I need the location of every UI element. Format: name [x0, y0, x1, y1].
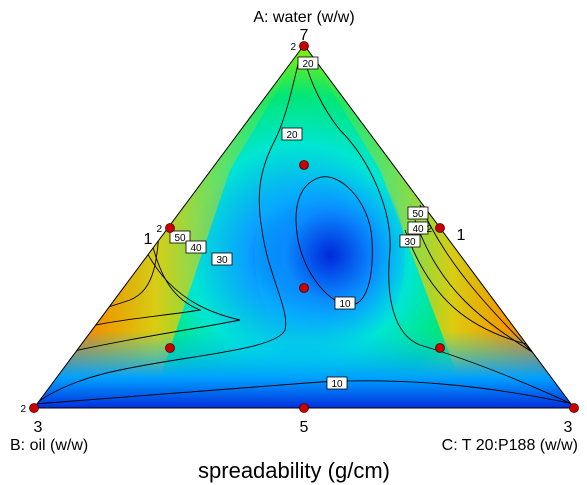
vertex-c-label: C: T 20:P188 (w/w) [442, 437, 578, 454]
contour-label: 30 [399, 234, 421, 248]
contour-labels: 20 20 50 40 30 50 40 30 10 10 [169, 56, 429, 390]
design-point [299, 283, 309, 293]
svg-text:10: 10 [331, 379, 343, 390]
design-point [299, 41, 309, 51]
contour-label: 50 [407, 206, 429, 220]
svg-text:30: 30 [216, 255, 228, 266]
design-point [165, 343, 175, 353]
contour-line-10-bottom [34, 380, 574, 405]
contour-line-30-right [404, 229, 531, 346]
vertex-a-value: 7 [300, 27, 309, 44]
svg-text:50: 50 [412, 209, 424, 220]
contour-line-40-right [414, 219, 546, 361]
contour-label: 40 [407, 221, 429, 235]
vertex-a-label: A: water (w/w) [253, 9, 354, 26]
design-point-count: 2 [426, 224, 432, 235]
contour-line-30-left [69, 209, 241, 353]
response-label: spreadability (g/cm) [198, 458, 390, 483]
svg-text:40: 40 [412, 224, 424, 235]
design-point [165, 223, 175, 233]
design-point [435, 223, 445, 233]
contour-label: 30 [211, 252, 233, 266]
replicate-count-right: 1 [457, 227, 466, 244]
svg-text:10: 10 [339, 299, 351, 310]
design-points: 2 2 2 2 [20, 41, 579, 415]
svg-text:30: 30 [404, 237, 416, 248]
design-point [569, 403, 579, 413]
design-point-count: 2 [20, 404, 26, 415]
vertex-b-value: 3 [34, 419, 43, 436]
vertex-c-value: 3 [564, 419, 573, 436]
contour-label: 50 [169, 230, 191, 244]
design-point [29, 403, 39, 413]
contour-line-20 [34, 63, 574, 406]
contour-label: 20 [297, 56, 319, 70]
design-point [299, 403, 309, 413]
svg-text:50: 50 [174, 233, 186, 244]
replicate-count-left: 1 [144, 231, 153, 248]
design-point [435, 343, 445, 353]
svg-text:40: 40 [190, 243, 202, 254]
contour-label: 40 [185, 240, 207, 254]
contour-label: 10 [326, 376, 348, 390]
contour-label: 20 [281, 127, 303, 141]
contour-label: 10 [334, 296, 356, 310]
vertex-b-label: B: oil (w/w) [10, 437, 88, 454]
design-point-count: 2 [290, 42, 296, 53]
bottom-mid-value: 5 [300, 419, 309, 436]
design-point [299, 160, 309, 170]
svg-text:20: 20 [286, 130, 298, 141]
svg-text:20: 20 [302, 59, 314, 70]
design-point-count: 2 [156, 224, 162, 235]
